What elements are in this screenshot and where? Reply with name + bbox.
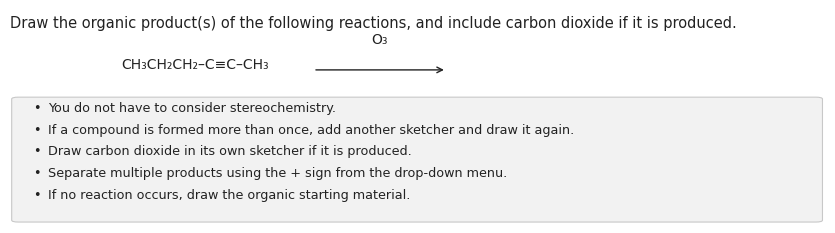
Text: •: • bbox=[33, 188, 41, 202]
Text: •: • bbox=[33, 145, 41, 158]
Text: Draw carbon dioxide in its own sketcher if it is produced.: Draw carbon dioxide in its own sketcher … bbox=[48, 145, 412, 158]
Text: O₃: O₃ bbox=[372, 33, 388, 47]
Text: •: • bbox=[33, 102, 41, 115]
Text: Draw the organic product(s) of the following reactions, and include carbon dioxi: Draw the organic product(s) of the follo… bbox=[10, 16, 736, 31]
Text: •: • bbox=[33, 123, 41, 137]
FancyBboxPatch shape bbox=[12, 97, 822, 222]
Text: If a compound is formed more than once, add another sketcher and draw it again.: If a compound is formed more than once, … bbox=[48, 123, 574, 137]
Text: You do not have to consider stereochemistry.: You do not have to consider stereochemis… bbox=[48, 102, 337, 115]
Text: If no reaction occurs, draw the organic starting material.: If no reaction occurs, draw the organic … bbox=[48, 188, 411, 202]
Text: Separate multiple products using the + sign from the drop-down menu.: Separate multiple products using the + s… bbox=[48, 167, 508, 180]
Text: •: • bbox=[33, 167, 41, 180]
Text: CH₃CH₂CH₂–C≡C–CH₃: CH₃CH₂CH₂–C≡C–CH₃ bbox=[121, 58, 269, 72]
